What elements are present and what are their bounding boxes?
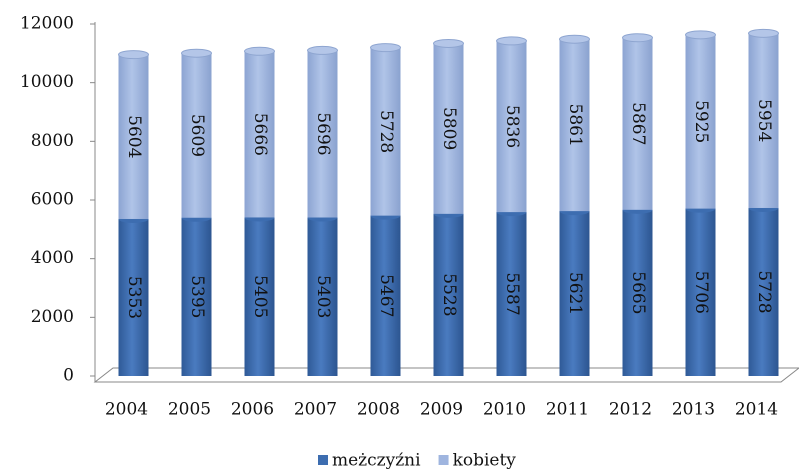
data-label: 5867 bbox=[628, 102, 648, 145]
bar-segment bbox=[370, 47, 401, 216]
data-label: 5604 bbox=[124, 115, 144, 158]
x-tick-label: 2010 bbox=[483, 400, 526, 420]
bar-cap bbox=[622, 33, 653, 43]
x-tick-label: 2008 bbox=[357, 400, 400, 420]
data-label: 5954 bbox=[754, 99, 774, 142]
x-tick-label: 2014 bbox=[735, 400, 778, 420]
data-label: 5609 bbox=[187, 114, 207, 157]
bar-segment bbox=[559, 39, 590, 212]
y-tick-label: 4000 bbox=[31, 248, 74, 268]
bar-cap bbox=[244, 46, 275, 56]
bar-segment bbox=[433, 43, 464, 214]
data-label: 5587 bbox=[502, 272, 522, 315]
bar-cap bbox=[181, 48, 212, 58]
bar-cap bbox=[370, 43, 401, 53]
data-label: 5353 bbox=[124, 276, 144, 319]
bar-segment bbox=[118, 54, 149, 219]
data-label: 5696 bbox=[313, 112, 333, 155]
bar-cap bbox=[559, 34, 590, 44]
bar-segment bbox=[496, 40, 527, 213]
legend-label: kobiety bbox=[453, 451, 517, 471]
bar-segment bbox=[307, 217, 338, 376]
y-tick-label: 12000 bbox=[20, 14, 74, 34]
x-tick-label: 2012 bbox=[609, 400, 652, 420]
bar-segment bbox=[181, 53, 212, 218]
bar-segment bbox=[748, 33, 779, 208]
bar-segment bbox=[181, 217, 212, 376]
data-label: 5861 bbox=[565, 104, 585, 147]
data-label: 5665 bbox=[628, 271, 648, 314]
data-label: 5666 bbox=[250, 113, 270, 156]
data-label: 5467 bbox=[376, 274, 396, 317]
bar-segment bbox=[244, 217, 275, 376]
data-label: 5836 bbox=[502, 105, 522, 148]
data-label: 5728 bbox=[754, 270, 774, 313]
y-tick-label: 0 bbox=[63, 366, 74, 386]
bar-segment bbox=[748, 207, 779, 376]
bar-segment bbox=[496, 212, 527, 376]
data-label: 5395 bbox=[187, 275, 207, 318]
data-label: 5706 bbox=[691, 271, 711, 314]
bar-segment bbox=[307, 50, 338, 218]
bar-segment bbox=[433, 213, 464, 376]
bar-segment bbox=[685, 34, 716, 209]
data-label: 5403 bbox=[313, 275, 333, 318]
bar-segment bbox=[622, 37, 653, 210]
x-tick-label: 2007 bbox=[294, 400, 337, 420]
data-label: 5621 bbox=[565, 272, 585, 315]
bar-segment bbox=[244, 51, 275, 218]
bar-segment bbox=[559, 211, 590, 376]
bar-segment bbox=[370, 215, 401, 376]
y-tick-label: 10000 bbox=[20, 72, 74, 92]
legend-swatch bbox=[318, 455, 328, 465]
bar-segment bbox=[118, 218, 149, 376]
legend-swatch bbox=[438, 455, 449, 465]
legend-label: meżczyźni bbox=[332, 451, 421, 471]
x-tick-label: 2004 bbox=[105, 400, 148, 420]
x-tick-label: 2005 bbox=[168, 400, 211, 420]
y-tick-label: 6000 bbox=[31, 190, 74, 210]
data-label: 5405 bbox=[250, 275, 270, 318]
data-label: 5925 bbox=[691, 100, 711, 143]
y-tick-label: 2000 bbox=[31, 307, 74, 327]
x-tick-label: 2013 bbox=[672, 400, 715, 420]
bar-segment bbox=[685, 208, 716, 376]
bar-cap bbox=[496, 36, 527, 46]
bar-cap bbox=[685, 30, 716, 40]
bar-cap bbox=[748, 28, 779, 38]
data-label: 5809 bbox=[439, 107, 459, 150]
x-tick-label: 2011 bbox=[546, 400, 589, 420]
y-tick-label: 8000 bbox=[31, 131, 74, 151]
data-label: 5528 bbox=[439, 273, 459, 316]
bar-segment bbox=[622, 209, 653, 376]
bar-cap bbox=[307, 45, 338, 55]
bar-cap bbox=[433, 38, 464, 48]
bar-cap bbox=[118, 50, 149, 60]
data-label: 5728 bbox=[376, 110, 396, 153]
x-tick-label: 2006 bbox=[231, 400, 274, 420]
x-tick-label: 2009 bbox=[420, 400, 463, 420]
